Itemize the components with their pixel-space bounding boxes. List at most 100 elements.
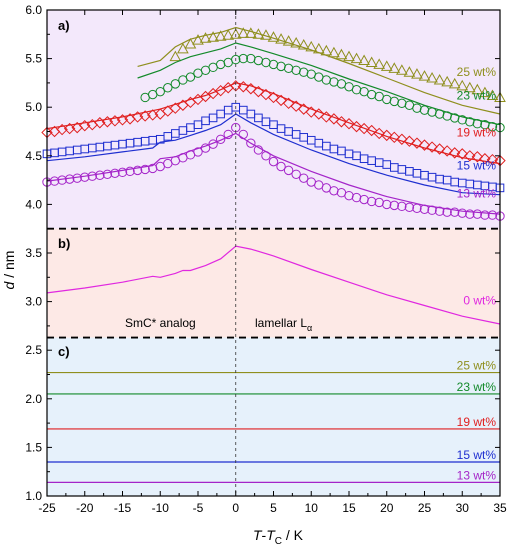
series-a-line-1	[137, 42, 501, 126]
series-a-0-marker-26	[365, 56, 378, 67]
series-a-4-marker-6	[87, 171, 98, 181]
series-a-2-marker-57	[471, 151, 484, 163]
series-a-4-marker-12	[132, 165, 143, 176]
series-a-1-marker-4	[170, 79, 181, 89]
series-a-0-marker-0	[169, 50, 182, 62]
series-a-4-marker-31	[276, 161, 286, 172]
series-a-2-marker-48	[403, 135, 416, 147]
series-a-0-marker-16	[290, 37, 302, 48]
series-a-2-marker-32	[282, 97, 295, 110]
series-a-2-marker-35	[305, 106, 317, 118]
series-a-0-marker-11	[252, 28, 265, 39]
series-a-0-marker-24	[350, 52, 363, 64]
series-a-1-marker-44	[472, 119, 483, 129]
series-a-0-marker-8	[229, 28, 242, 39]
series-a-4-marker-11	[125, 166, 135, 177]
series-a-2-marker-27	[245, 83, 257, 95]
series-c-label-1: 23 wt%	[457, 380, 497, 394]
series-a-label-4: 13 wt%	[457, 187, 497, 201]
panel-bg-a	[47, 10, 500, 229]
series-a-1-marker-12	[231, 54, 241, 65]
series-a-2-marker-50	[418, 139, 431, 151]
series-a-4-marker-20	[193, 147, 203, 157]
series-a-0-marker-20	[320, 44, 333, 56]
panel-backgrounds	[47, 10, 500, 496]
series-a-2-marker-34	[297, 103, 310, 115]
series-a-label-1: 23 wt%	[457, 88, 497, 102]
series-a-4-marker-29	[261, 151, 271, 161]
x-tick-label-0: -25	[38, 501, 56, 515]
series-a-0-marker-14	[275, 33, 287, 44]
series-a-0-marker-9	[237, 27, 250, 38]
series-a-1-marker-13	[238, 53, 249, 64]
series-a-0-marker-3	[192, 34, 204, 45]
y-tick-label-2: 2.0	[25, 392, 42, 406]
series-a-label-0: 25 wt%	[457, 65, 497, 79]
y-tick-label-8: 5.0	[25, 100, 42, 114]
series-b-label-0: 0 wt%	[463, 294, 496, 308]
series-a-0-marker-21	[328, 46, 340, 58]
x-tick-label-11: 30	[456, 501, 470, 515]
panel-bg-b	[47, 228, 500, 338]
series-a-4-marker-28	[253, 145, 264, 155]
series-a-0-marker-15	[282, 35, 295, 46]
series-a-2-marker-44	[373, 127, 385, 140]
series-a-0-marker-19	[312, 42, 325, 54]
series-a-0-marker-10	[245, 27, 257, 38]
series-a-4-marker-26	[238, 129, 249, 140]
series-a-0-marker-35	[433, 73, 446, 85]
annotation-smc-analog: SmC* analog	[125, 316, 196, 330]
series-a-0-marker-40	[471, 83, 484, 95]
series-a-4-marker-45	[382, 199, 392, 210]
series-a-2-marker-45	[381, 129, 393, 142]
series-a-4-marker-52	[434, 206, 445, 216]
series-a-0-marker-38	[456, 79, 469, 91]
series-a-2-marker-58	[479, 153, 491, 165]
x-tick-label-8: 15	[342, 501, 356, 515]
series-a-2-marker-26	[237, 81, 250, 93]
series-a-4-marker-50	[419, 204, 430, 214]
series-a-0-marker-41	[479, 86, 491, 98]
series-a-4-marker-51	[427, 205, 437, 215]
series-a-0-marker-29	[388, 62, 401, 73]
series-a-0-marker-28	[380, 60, 393, 71]
series-a-4-marker-24	[223, 129, 233, 140]
series-a-0-marker-27	[373, 58, 386, 69]
y-tick-label-6: 4.0	[25, 197, 42, 211]
series-a-2-marker-37	[320, 111, 333, 123]
x-tick-label-12: 35	[493, 501, 507, 515]
x-tick-label-10: 25	[418, 501, 432, 515]
series-a-4-marker-43	[366, 196, 377, 207]
series-a-2-marker-30	[267, 91, 280, 104]
series-a-2-marker-53	[441, 145, 453, 157]
y-tick-label-7: 4.5	[25, 149, 42, 163]
series-a-0-marker-33	[418, 70, 431, 81]
series-a-0-marker-18	[305, 40, 318, 52]
series-a-4-marker-55	[457, 208, 467, 218]
x-tick-label-1: -20	[76, 501, 94, 515]
series-a-4-marker-5	[80, 172, 90, 182]
series-a-4-marker-58	[480, 210, 490, 220]
panel-label-b: b)	[58, 236, 70, 251]
series-a-0-marker-31	[403, 66, 416, 77]
series-a-layer: 25 wt% 23 wt% 19 wt% 15 wt% 13 wt%	[41, 26, 506, 221]
series-a-0-marker-25	[358, 54, 370, 66]
series-a-1-marker-6	[185, 72, 196, 82]
series-a-2-marker-54	[448, 147, 461, 159]
y-tick-label-5: 3.5	[25, 246, 42, 260]
series-a-2-marker-29	[260, 88, 272, 101]
series-a-2-marker-41	[350, 120, 363, 133]
x-axis-label: T-TC / K	[253, 527, 304, 547]
series-a-0-marker-13	[267, 31, 280, 42]
series-a-1-marker-3	[163, 83, 173, 93]
series-a-0-marker-34	[426, 72, 438, 83]
series-a-2-marker-56	[464, 150, 476, 162]
series-a-0-marker-42	[486, 89, 499, 101]
x-axis: -25 -20 -15 -10 -5 0 5 10 15 20 25 30 35	[38, 10, 507, 515]
series-a-4-marker-22	[208, 139, 218, 149]
panel-bg-c	[47, 337, 500, 496]
series-a-2-marker-33	[290, 100, 302, 112]
series-a-label-2: 19 wt%	[457, 125, 497, 139]
x-tick-label-7: 10	[305, 501, 319, 515]
